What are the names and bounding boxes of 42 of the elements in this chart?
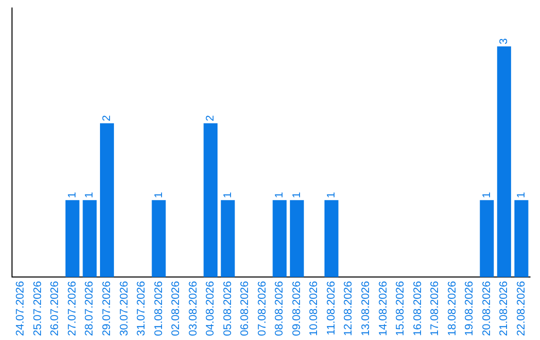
x-tick-label: 20.08.2026 xyxy=(480,280,493,336)
data-label: 1 xyxy=(290,192,303,198)
x-tick-label: 27.07.2026 xyxy=(66,280,78,336)
x-tick-label: 14.08.2026 xyxy=(377,280,390,336)
x-tick-label: 04.08.2026 xyxy=(204,280,217,336)
x-tick-label: 03.08.2026 xyxy=(187,280,200,336)
data-label: 1 xyxy=(274,192,286,198)
data-label: 1 xyxy=(325,192,338,198)
x-tick-label: 19.08.2026 xyxy=(464,280,476,336)
x-tick-label: 13.08.2026 xyxy=(360,280,372,336)
x-tick-label: 05.08.2026 xyxy=(222,280,234,336)
x-tick-label: 24.07.2026 xyxy=(14,280,27,336)
x-tick-label: 12.08.2026 xyxy=(342,280,355,336)
data-label: 3 xyxy=(498,38,510,44)
data-label: 1 xyxy=(152,192,165,198)
data-label: 1 xyxy=(515,192,528,198)
x-tick-label: 06.08.2026 xyxy=(239,280,252,336)
data-label: 1 xyxy=(66,192,78,198)
x-tick-label: 08.08.2026 xyxy=(274,280,286,336)
data-label: 1 xyxy=(84,192,96,198)
data-label: 1 xyxy=(222,192,234,198)
x-tick-label: 07.08.2026 xyxy=(256,280,268,336)
x-tick-label: 01.08.2026 xyxy=(152,280,165,336)
data-label: 2 xyxy=(101,115,113,122)
data-label: 2 xyxy=(204,115,217,122)
x-tick-label: 09.08.2026 xyxy=(290,280,303,336)
x-tick-label: 22.08.2026 xyxy=(515,280,528,336)
x-tick-label: 21.08.2026 xyxy=(498,280,510,336)
x-tick-label: 29.07.2026 xyxy=(101,280,113,336)
x-tick-label: 02.08.2026 xyxy=(170,280,182,336)
x-tick-label: 15.08.2026 xyxy=(394,280,407,336)
data-label: 1 xyxy=(480,192,493,198)
x-tick-label: 16.08.2026 xyxy=(412,280,424,336)
x-tick-label: 11.08.2026 xyxy=(325,280,338,336)
x-tick-label: 18.08.2026 xyxy=(446,280,458,336)
x-tick-label: 31.07.2026 xyxy=(136,280,148,336)
x-tick-label: 26.07.2026 xyxy=(49,280,62,336)
x-tick-label: 25.07.2026 xyxy=(32,280,44,336)
x-tick-label: 10.08.2026 xyxy=(308,280,320,336)
x-tick-label: 28.07.2026 xyxy=(84,280,96,336)
x-tick-label: 30.07.2026 xyxy=(118,280,130,336)
x-tick-label: 17.08.2026 xyxy=(429,280,442,336)
